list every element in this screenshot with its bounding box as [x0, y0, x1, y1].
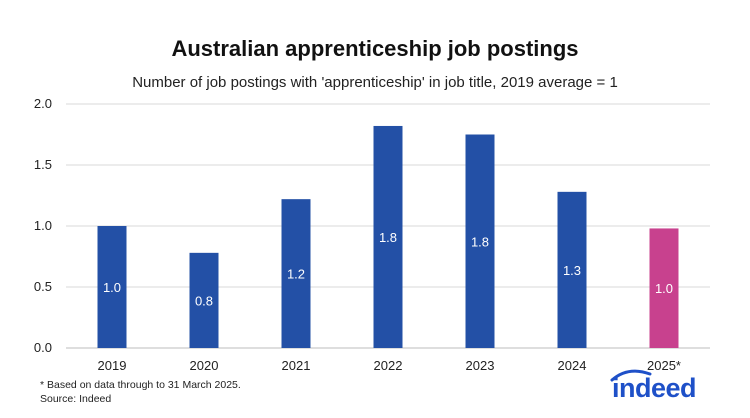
- indeed-logo-arc-icon: [610, 369, 652, 382]
- y-tick-label: 1.0: [34, 218, 52, 233]
- data-label: 1.8: [471, 234, 489, 249]
- x-tick-label: 2025*: [647, 358, 681, 373]
- x-tick-label: 2019: [98, 358, 127, 373]
- x-tick-label: 2021: [282, 358, 311, 373]
- y-tick-label: 1.5: [34, 157, 52, 172]
- footnote-note: * Based on data through to 31 March 2025…: [40, 379, 241, 391]
- bar-2022: [373, 125, 403, 349]
- data-label: 1.0: [103, 280, 121, 295]
- indeed-logo: indeed: [612, 373, 697, 403]
- data-label: 1.8: [379, 230, 397, 245]
- data-label: 0.8: [195, 293, 213, 308]
- bar-2021: [281, 199, 311, 348]
- chart-title: Australian apprenticeship job postings: [171, 36, 579, 61]
- data-label: 1.2: [287, 267, 305, 282]
- bar-2020: [189, 252, 219, 348]
- footnote-source: Source: Indeed: [40, 393, 112, 405]
- bar-2019: [97, 226, 127, 348]
- y-tick-label: 0.5: [34, 279, 52, 294]
- footnote: * Based on data through to 31 March 2025…: [40, 378, 241, 406]
- bar-2025-partial: [649, 228, 679, 348]
- data-label: 1.3: [563, 263, 581, 278]
- chart-subtitle: Number of job postings with 'apprentices…: [132, 74, 618, 91]
- data-label: 1.0: [655, 281, 673, 296]
- y-tick-label: 0.0: [34, 340, 52, 355]
- x-tick-label: 2020: [190, 358, 219, 373]
- x-tick-label: 2023: [466, 358, 495, 373]
- x-tick-label: 2022: [374, 358, 403, 373]
- bar-2023: [465, 134, 495, 348]
- x-tick-label: 2024: [558, 358, 587, 373]
- y-tick-label: 2.0: [34, 96, 52, 111]
- bar-2024: [557, 191, 587, 348]
